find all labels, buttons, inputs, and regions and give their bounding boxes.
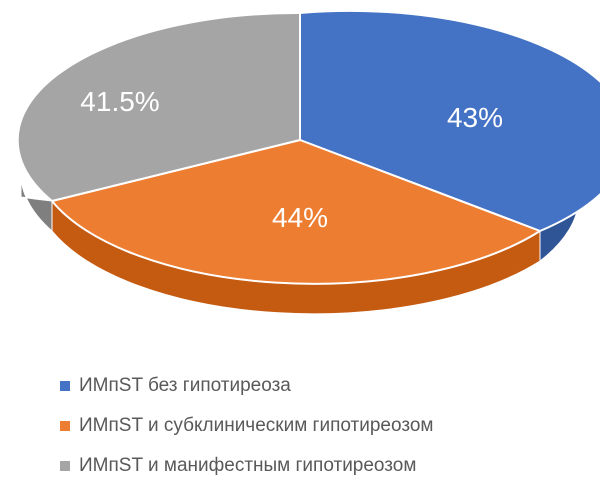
slice-label-orange: 44% bbox=[272, 202, 328, 233]
legend-label-orange: ИМпST и субклиническим гипотиреозом bbox=[79, 415, 434, 436]
slices-group bbox=[16, 9, 600, 315]
legend-label-gray: ИМпST и манифестным гипотиреозом bbox=[79, 455, 417, 476]
slice-labels: 43% 44% 41.5% bbox=[80, 86, 503, 233]
legend-swatch-orange bbox=[60, 421, 70, 431]
slice-label-gray: 41.5% bbox=[80, 86, 159, 117]
slice-gray bbox=[16, 11, 301, 202]
pie-chart: 43% 44% 41.5% bbox=[16, 9, 600, 315]
legend-item-orange: ИМпST и субклиническим гипотиреозом bbox=[60, 406, 433, 446]
legend-swatch-blue bbox=[60, 381, 70, 391]
slice-label-blue: 43% bbox=[447, 102, 503, 133]
legend-item-gray: ИМпST и манифестным гипотиреозом bbox=[60, 446, 433, 486]
legend-label-blue: ИМпST без гипотиреоза bbox=[79, 375, 291, 396]
legend-swatch-gray bbox=[60, 461, 70, 471]
slice-orange bbox=[51, 139, 541, 285]
legend: ИМпST без гипотиреоза ИМпST и субклиниче… bbox=[60, 366, 433, 486]
legend-item-blue: ИМпST без гипотиреоза bbox=[60, 366, 433, 406]
slice-side-gray bbox=[20, 166, 53, 233]
